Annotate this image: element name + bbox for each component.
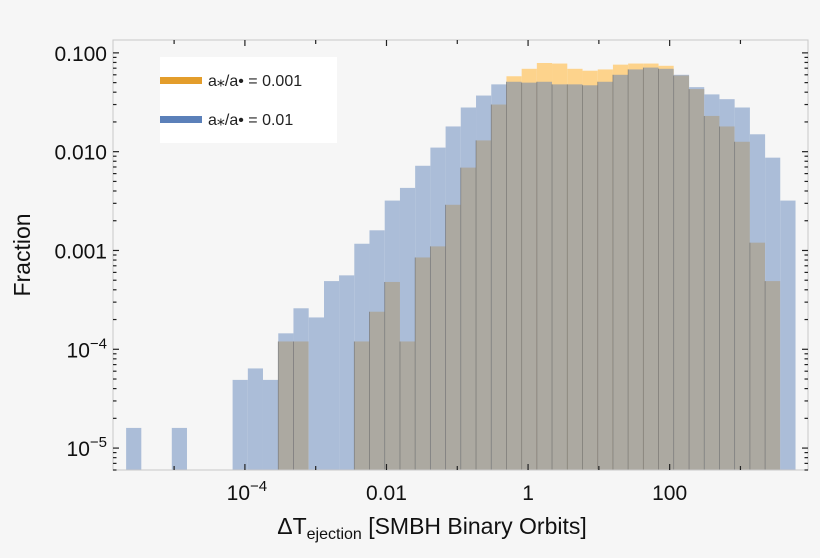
x-tick-label: 10−4 (227, 478, 267, 505)
bar-overlap-11 (293, 341, 309, 470)
bar-overlap-20 (430, 246, 446, 470)
bar-overlap-29 (567, 84, 583, 471)
x-tick-label-exponent: −4 (250, 478, 267, 495)
bar-overlap-21 (445, 204, 461, 470)
bar-overlap-16 (369, 311, 385, 470)
bar-overlap-35 (658, 68, 674, 470)
y-tick-label-base: 10 (67, 339, 90, 362)
bar-overlap-42 (765, 281, 781, 470)
x-axis-label-main: ΔT (277, 513, 306, 539)
bar-overlap-32 (612, 74, 629, 470)
bar-overlap-27 (536, 81, 553, 470)
bar-series-1-43 (780, 200, 796, 470)
bar-overlap-39 (719, 126, 735, 470)
bar-series-1-8 (247, 368, 263, 470)
y-tick-label: 0.100 (54, 43, 107, 66)
bar-series-1-9 (262, 379, 279, 470)
x-tick-labels: 10−4 0.01 1 100 (227, 478, 688, 505)
x-tick-label: 1 (522, 482, 534, 505)
legend-label-0: a⁎/a• = 0.001 (208, 73, 302, 90)
bar-overlap-38 (704, 115, 720, 471)
bar-overlap-33 (628, 69, 644, 471)
x-tick-label-base: 1 (522, 482, 534, 505)
x-axis-label: ΔTejection [SMBH Binary Orbits] (277, 513, 587, 543)
bar-overlap-28 (552, 84, 568, 471)
y-tick-label: 10−4 (67, 335, 107, 362)
bar-overlap-17 (384, 281, 400, 470)
legend-swatch-1 (160, 116, 202, 123)
y-axis-label: Fraction (9, 213, 35, 296)
y-tick-label-base: 0.001 (54, 240, 107, 263)
bar-overlap-37 (689, 89, 705, 470)
x-tick-label-base: 10 (227, 482, 250, 505)
bar-overlap-15 (354, 341, 370, 470)
bar-overlap-41 (749, 242, 766, 470)
x-tick-label-base: 0.01 (366, 482, 407, 505)
bar-overlap-36 (673, 75, 690, 471)
x-tick-label-base: 100 (652, 482, 687, 505)
bar-overlap-10 (278, 341, 294, 470)
bar-overlap-40 (734, 141, 750, 470)
bar-overlap-26 (521, 82, 537, 470)
bar-overlap-30 (582, 85, 598, 470)
x-tick-label: 0.01 (366, 482, 407, 505)
y-tick-label: 0.010 (54, 142, 107, 165)
bar-overlap-23 (476, 140, 492, 470)
legend-swatch-0 (160, 77, 202, 84)
bar-overlap-19 (415, 257, 431, 470)
y-tick-label-exponent: −4 (90, 335, 107, 352)
x-axis-label-subscript: ejection (307, 526, 362, 543)
y-tick-label-base: 0.100 (54, 43, 107, 66)
bar-series-1-3 (171, 427, 187, 470)
y-tick-label-base: 0.010 (54, 142, 107, 165)
y-tick-label-base: 10 (67, 438, 90, 461)
legend-label-1: a⁎/a• = 0.01 (208, 112, 293, 129)
y-tick-label-exponent: −5 (90, 434, 107, 451)
legend: a⁎/a• = 0.001 a⁎/a• = 0.01 (160, 57, 337, 143)
y-tick-label: 10−5 (67, 434, 107, 461)
y-tick-label: 0.001 (54, 240, 107, 263)
bar-series-1-14 (339, 275, 355, 470)
bar-series-1-12 (308, 317, 324, 470)
bar-overlap-18 (399, 341, 416, 470)
histogram-bars (126, 62, 796, 471)
x-axis-label-rest: [SMBH Binary Orbits] (362, 513, 587, 539)
bar-overlap-22 (460, 167, 477, 470)
bar-series-1-13 (323, 281, 340, 470)
bar-series-1-0 (126, 427, 142, 470)
bar-overlap-25 (506, 81, 522, 470)
bar-overlap-34 (643, 67, 659, 470)
legend-box (160, 57, 337, 143)
x-tick-label: 100 (652, 482, 687, 505)
axis-ticks (113, 40, 808, 471)
bar-series-1-7 (232, 379, 248, 470)
bar-overlap-24 (491, 104, 507, 470)
bar-overlap-31 (597, 81, 613, 470)
